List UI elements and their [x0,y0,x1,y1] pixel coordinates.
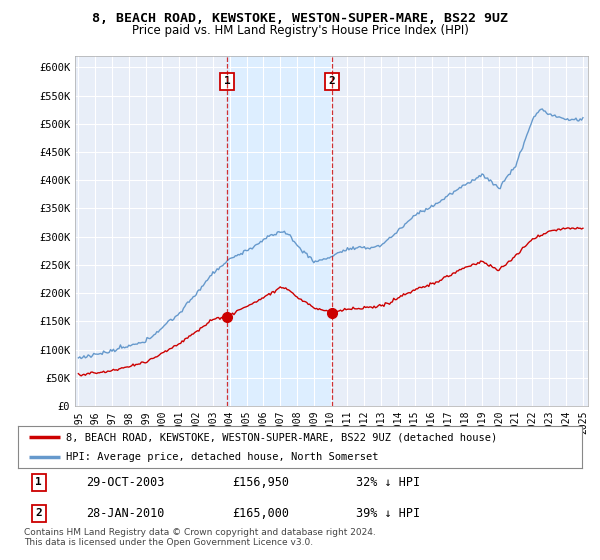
Text: £156,950: £156,950 [232,476,289,489]
Text: HPI: Average price, detached house, North Somerset: HPI: Average price, detached house, Nort… [66,452,379,462]
Text: Price paid vs. HM Land Registry's House Price Index (HPI): Price paid vs. HM Land Registry's House … [131,24,469,36]
Text: £165,000: £165,000 [232,507,289,520]
Bar [227,56,332,406]
Text: 2: 2 [328,76,335,86]
Text: 29-OCT-2003: 29-OCT-2003 [86,476,164,489]
Text: 39% ↓ HPI: 39% ↓ HPI [356,507,421,520]
Text: 2: 2 [35,508,42,518]
Text: 1: 1 [35,478,42,487]
Text: Contains HM Land Registry data © Crown copyright and database right 2024.
This d: Contains HM Land Registry data © Crown c… [24,528,376,547]
Text: 1: 1 [224,76,230,86]
Text: 28-JAN-2010: 28-JAN-2010 [86,507,164,520]
Text: 8, BEACH ROAD, KEWSTOKE, WESTON-SUPER-MARE, BS22 9UZ (detached house): 8, BEACH ROAD, KEWSTOKE, WESTON-SUPER-MA… [66,432,497,442]
Text: 8, BEACH ROAD, KEWSTOKE, WESTON-SUPER-MARE, BS22 9UZ: 8, BEACH ROAD, KEWSTOKE, WESTON-SUPER-MA… [92,12,508,25]
Text: 32% ↓ HPI: 32% ↓ HPI [356,476,421,489]
